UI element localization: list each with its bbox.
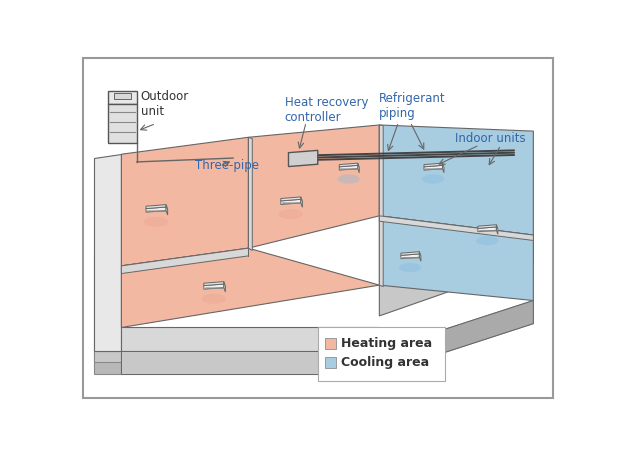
Polygon shape <box>419 252 421 261</box>
Polygon shape <box>122 350 379 374</box>
Polygon shape <box>122 137 249 266</box>
Ellipse shape <box>144 217 168 227</box>
Polygon shape <box>94 154 122 350</box>
Polygon shape <box>424 163 443 167</box>
Text: Heat recovery
controller: Heat recovery controller <box>285 97 368 124</box>
Polygon shape <box>122 350 379 374</box>
Polygon shape <box>122 327 379 350</box>
Bar <box>326 338 336 349</box>
Polygon shape <box>339 163 358 167</box>
Polygon shape <box>379 300 533 374</box>
Polygon shape <box>94 254 122 350</box>
Polygon shape <box>122 248 249 274</box>
Polygon shape <box>379 216 533 300</box>
Text: Outdoor
unit: Outdoor unit <box>141 90 189 118</box>
Ellipse shape <box>399 263 421 272</box>
Text: Indoor units: Indoor units <box>455 132 525 145</box>
Polygon shape <box>204 284 224 289</box>
Polygon shape <box>379 235 533 316</box>
Polygon shape <box>146 207 166 212</box>
Text: Heating area: Heating area <box>341 337 432 350</box>
Text: Cooling area: Cooling area <box>341 356 429 368</box>
Polygon shape <box>497 225 498 235</box>
Polygon shape <box>401 254 419 259</box>
Text: Three-pipe: Three-pipe <box>195 159 259 172</box>
Polygon shape <box>108 91 137 104</box>
Polygon shape <box>166 205 167 215</box>
Polygon shape <box>379 125 533 235</box>
Ellipse shape <box>422 175 445 184</box>
Polygon shape <box>108 104 137 143</box>
Polygon shape <box>379 300 533 374</box>
Ellipse shape <box>476 236 498 245</box>
Ellipse shape <box>202 294 226 304</box>
Polygon shape <box>379 216 533 240</box>
Polygon shape <box>281 197 301 201</box>
Ellipse shape <box>337 175 360 184</box>
Text: Refrigerant
piping: Refrigerant piping <box>379 92 446 120</box>
Bar <box>326 357 336 368</box>
Polygon shape <box>478 225 497 228</box>
Polygon shape <box>113 92 131 99</box>
Polygon shape <box>478 227 497 232</box>
Polygon shape <box>94 350 122 362</box>
Polygon shape <box>224 281 226 292</box>
Polygon shape <box>249 137 252 250</box>
Ellipse shape <box>279 209 303 219</box>
Polygon shape <box>281 199 301 204</box>
Polygon shape <box>301 197 303 207</box>
Polygon shape <box>339 166 358 170</box>
Polygon shape <box>94 350 122 374</box>
Polygon shape <box>379 125 383 287</box>
Polygon shape <box>358 163 359 173</box>
Polygon shape <box>443 163 444 173</box>
Polygon shape <box>122 248 379 327</box>
Polygon shape <box>288 150 317 166</box>
Polygon shape <box>401 252 419 255</box>
Polygon shape <box>146 205 166 209</box>
Polygon shape <box>424 166 443 170</box>
Polygon shape <box>249 125 379 248</box>
Polygon shape <box>204 281 224 285</box>
FancyBboxPatch shape <box>317 327 445 382</box>
